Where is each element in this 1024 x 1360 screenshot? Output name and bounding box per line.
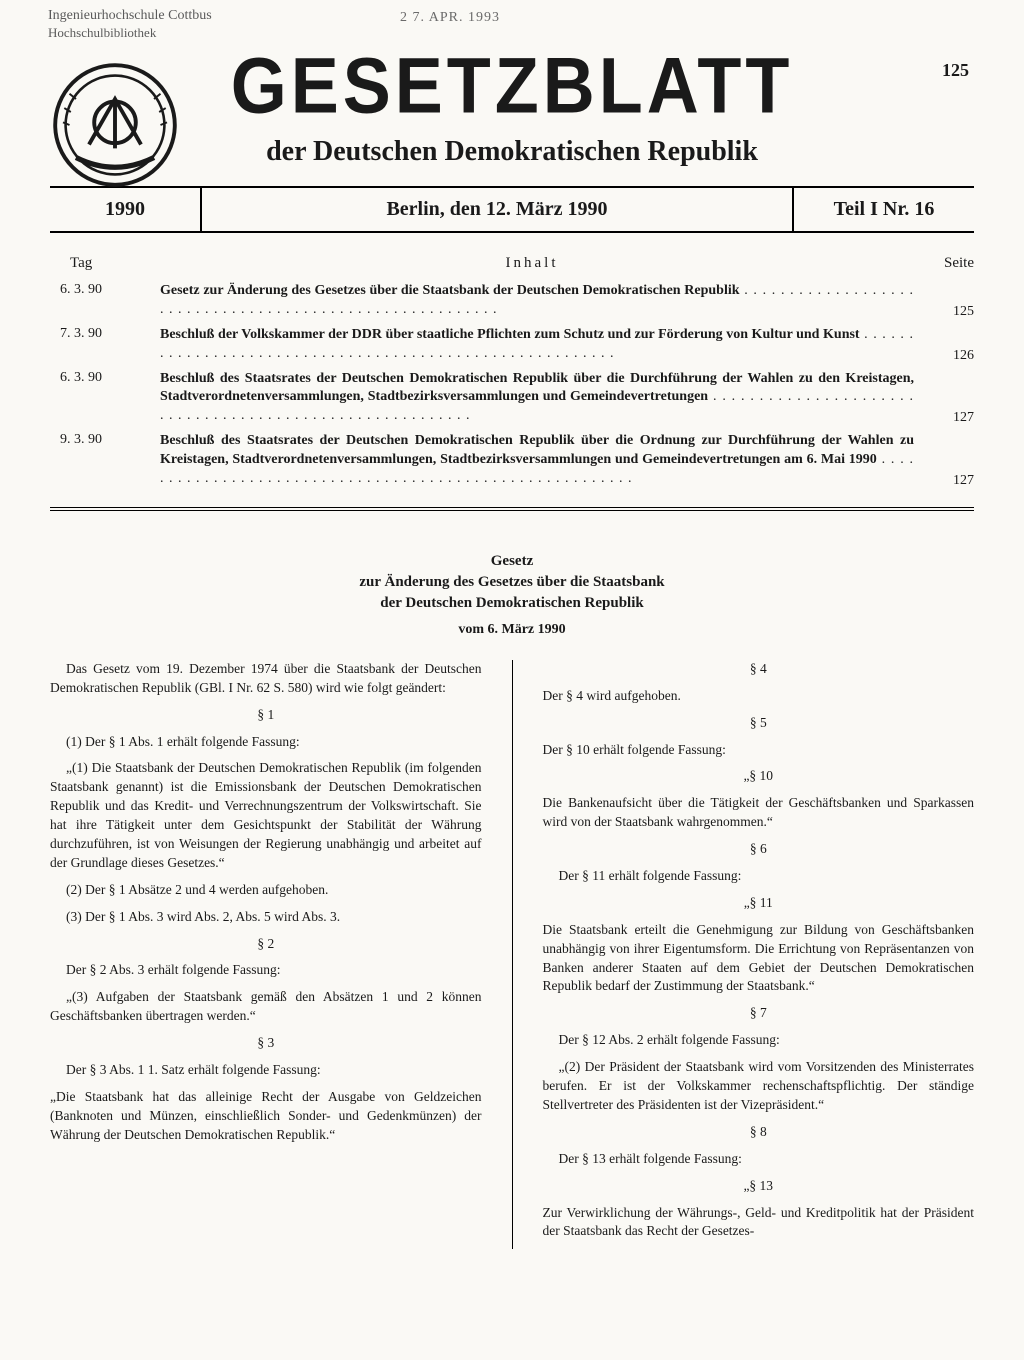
toc-text: Beschluß der Volkskammer der DDR über st… bbox=[160, 326, 914, 364]
section-heading: § 3 bbox=[50, 1034, 482, 1053]
law-date: vom 6. März 1990 bbox=[50, 622, 974, 638]
right-column: § 4 Der § 4 wird aufgehoben. § 5 Der § 1… bbox=[543, 660, 975, 1249]
section-heading: § 4 bbox=[543, 660, 975, 679]
issue-year: 1990 bbox=[50, 188, 202, 231]
left-column: Das Gesetz vom 19. Dezember 1974 über di… bbox=[50, 660, 482, 1249]
toc-date: 9. 3. 90 bbox=[50, 432, 160, 448]
quote-heading: „§ 10 bbox=[543, 767, 975, 786]
toc-row: 7. 3. 90 Beschluß der Volkskammer der DD… bbox=[50, 326, 974, 364]
law-title-line2: zur Änderung des Gesetzes über die Staat… bbox=[50, 572, 974, 593]
para: Der § 13 erhält folgende Fassung: bbox=[543, 1150, 975, 1169]
para: Der § 3 Abs. 1 1. Satz erhält folgende F… bbox=[50, 1061, 482, 1080]
quote-heading: „§ 11 bbox=[543, 894, 975, 913]
quote: Die Staatsbank erteilt die Genehmigung z… bbox=[543, 921, 975, 997]
toc-text: Beschluß des Staatsrates der Deutschen D… bbox=[160, 432, 914, 489]
section-heading: § 8 bbox=[543, 1123, 975, 1142]
library-stamp: Ingenieurhochschule Cottbus Hochschulbib… bbox=[48, 8, 212, 40]
toc-row: 6. 3. 90 Gesetz zur Änderung des Gesetze… bbox=[50, 282, 974, 320]
para: (1) Der § 1 Abs. 1 erhält folgende Fassu… bbox=[50, 733, 482, 752]
title-sub: der Deutschen Demokratischen Republik bbox=[50, 136, 974, 168]
quote: „(3) Aufgaben der Staatsbank gemäß den A… bbox=[50, 988, 482, 1026]
toc-head-page: Seite bbox=[894, 255, 974, 272]
para: Der § 11 erhält folgende Fassung: bbox=[543, 867, 975, 886]
toc-head-content: Inhalt bbox=[170, 255, 894, 272]
body-columns: Das Gesetz vom 19. Dezember 1974 über di… bbox=[50, 660, 974, 1249]
toc-date: 6. 3. 90 bbox=[50, 370, 160, 386]
para: (2) Der § 1 Absätze 2 und 4 werden aufge… bbox=[50, 881, 482, 900]
para: Der § 12 Abs. 2 erhält folgende Fassung: bbox=[543, 1031, 975, 1050]
document-page: Ingenieurhochschule Cottbus Hochschulbib… bbox=[0, 0, 1024, 1360]
intro: Das Gesetz vom 19. Dezember 1974 über di… bbox=[50, 660, 482, 698]
toc-date: 6. 3. 90 bbox=[50, 282, 160, 298]
quote: Zur Verwirklichung der Währungs-, Geld- … bbox=[543, 1204, 975, 1242]
toc-header: Tag Inhalt Seite bbox=[50, 251, 974, 282]
toc-page: 127 bbox=[914, 410, 974, 426]
toc-row: 9. 3. 90 Beschluß des Staatsrates der De… bbox=[50, 432, 974, 489]
toc-text: Gesetz zur Änderung des Gesetzes über di… bbox=[160, 282, 914, 320]
section-heading: § 1 bbox=[50, 706, 482, 725]
law-title-line1: Gesetz bbox=[50, 551, 974, 572]
issue-number: Teil I Nr. 16 bbox=[794, 188, 974, 231]
column-separator bbox=[512, 660, 513, 1249]
masthead: GESETZBLATT der Deutschen Demokratischen… bbox=[50, 50, 974, 168]
section-heading: § 2 bbox=[50, 935, 482, 954]
stamp-line2: Hochschulbibliothek bbox=[48, 25, 212, 41]
date-stamp: 2 7. APR. 1993 bbox=[400, 10, 500, 26]
title-main: GESETZBLATT bbox=[50, 46, 974, 125]
toc-row: 6. 3. 90 Beschluß des Staatsrates der De… bbox=[50, 370, 974, 427]
toc-page: 127 bbox=[914, 473, 974, 489]
section-heading: § 7 bbox=[543, 1004, 975, 1023]
stamp-line1: Ingenieurhochschule Cottbus bbox=[48, 8, 212, 25]
quote: „(1) Die Staatsbank der Deutschen Demokr… bbox=[50, 759, 482, 872]
quote: „Die Staatsbank hat das alleinige Recht … bbox=[50, 1088, 482, 1145]
section-heading: § 6 bbox=[543, 840, 975, 859]
toc-page: 126 bbox=[914, 348, 974, 364]
quote: Die Bankenaufsicht über die Tätigkeit de… bbox=[543, 794, 975, 832]
quote-heading: „§ 13 bbox=[543, 1177, 975, 1196]
toc-text: Beschluß des Staatsrates der Deutschen D… bbox=[160, 370, 914, 427]
law-title: Gesetz zur Änderung des Gesetzes über di… bbox=[50, 551, 974, 614]
table-of-contents: Tag Inhalt Seite 6. 3. 90 Gesetz zur Änd… bbox=[50, 251, 974, 511]
section-heading: § 5 bbox=[543, 714, 975, 733]
toc-page: 125 bbox=[914, 304, 974, 320]
para: (3) Der § 1 Abs. 3 wird Abs. 2, Abs. 5 w… bbox=[50, 908, 482, 927]
issue-bar: 1990 Berlin, den 12. März 1990 Teil I Nr… bbox=[50, 186, 974, 233]
para: Der § 2 Abs. 3 erhält folgende Fassung: bbox=[50, 961, 482, 980]
toc-date: 7. 3. 90 bbox=[50, 326, 160, 342]
quote: „(2) Der Präsident der Staatsbank wird v… bbox=[543, 1058, 975, 1115]
toc-head-day: Tag bbox=[50, 255, 170, 272]
para: Der § 10 erhält folgende Fassung: bbox=[543, 741, 975, 760]
law-title-line3: der Deutschen Demokratischen Republik bbox=[50, 593, 974, 614]
issue-place-date: Berlin, den 12. März 1990 bbox=[202, 188, 794, 231]
para: Der § 4 wird aufgehoben. bbox=[543, 687, 975, 706]
